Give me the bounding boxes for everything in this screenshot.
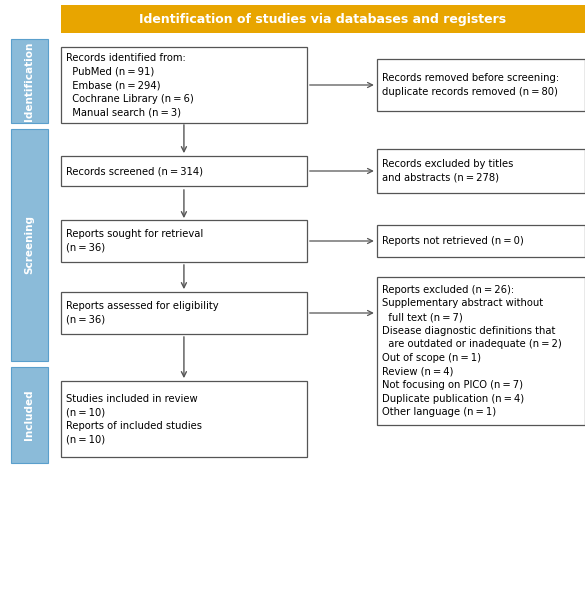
Text: Records screened (n = 314): Records screened (n = 314) [67, 166, 204, 176]
Text: Identification of studies via databases and registers: Identification of studies via databases … [139, 12, 507, 25]
Text: Included: Included [25, 390, 35, 440]
Text: Records identified from:
  PubMed (n = 91)
  Embase (n = 294)
  Cochrane Library: Records identified from: PubMed (n = 91)… [67, 53, 194, 117]
FancyBboxPatch shape [61, 381, 307, 457]
Text: Identification: Identification [25, 41, 35, 121]
FancyBboxPatch shape [61, 5, 585, 33]
FancyBboxPatch shape [377, 225, 585, 257]
Text: Records excluded by titles
and abstracts (n = 278): Records excluded by titles and abstracts… [382, 159, 514, 183]
Text: Reports not retrieved (n = 0): Reports not retrieved (n = 0) [382, 236, 524, 246]
Text: Studies included in review
(n = 10)
Reports of included studies
(n = 10): Studies included in review (n = 10) Repo… [67, 394, 202, 445]
FancyBboxPatch shape [61, 220, 307, 262]
FancyBboxPatch shape [11, 129, 47, 361]
FancyBboxPatch shape [11, 39, 47, 123]
FancyBboxPatch shape [377, 277, 585, 425]
Text: Screening: Screening [25, 215, 35, 274]
Text: Reports sought for retrieval
(n = 36): Reports sought for retrieval (n = 36) [67, 229, 204, 253]
FancyBboxPatch shape [377, 59, 585, 111]
FancyBboxPatch shape [11, 367, 47, 463]
Text: Reports assessed for eligibility
(n = 36): Reports assessed for eligibility (n = 36… [67, 301, 219, 325]
Text: Records removed before screening:
duplicate records removed (n = 80): Records removed before screening: duplic… [382, 73, 559, 97]
FancyBboxPatch shape [61, 156, 307, 186]
Text: Reports excluded (n = 26):
Supplementary abstract without
  full text (n = 7)
Di: Reports excluded (n = 26): Supplementary… [382, 285, 562, 417]
FancyBboxPatch shape [377, 149, 585, 193]
FancyBboxPatch shape [61, 292, 307, 334]
FancyBboxPatch shape [61, 47, 307, 123]
